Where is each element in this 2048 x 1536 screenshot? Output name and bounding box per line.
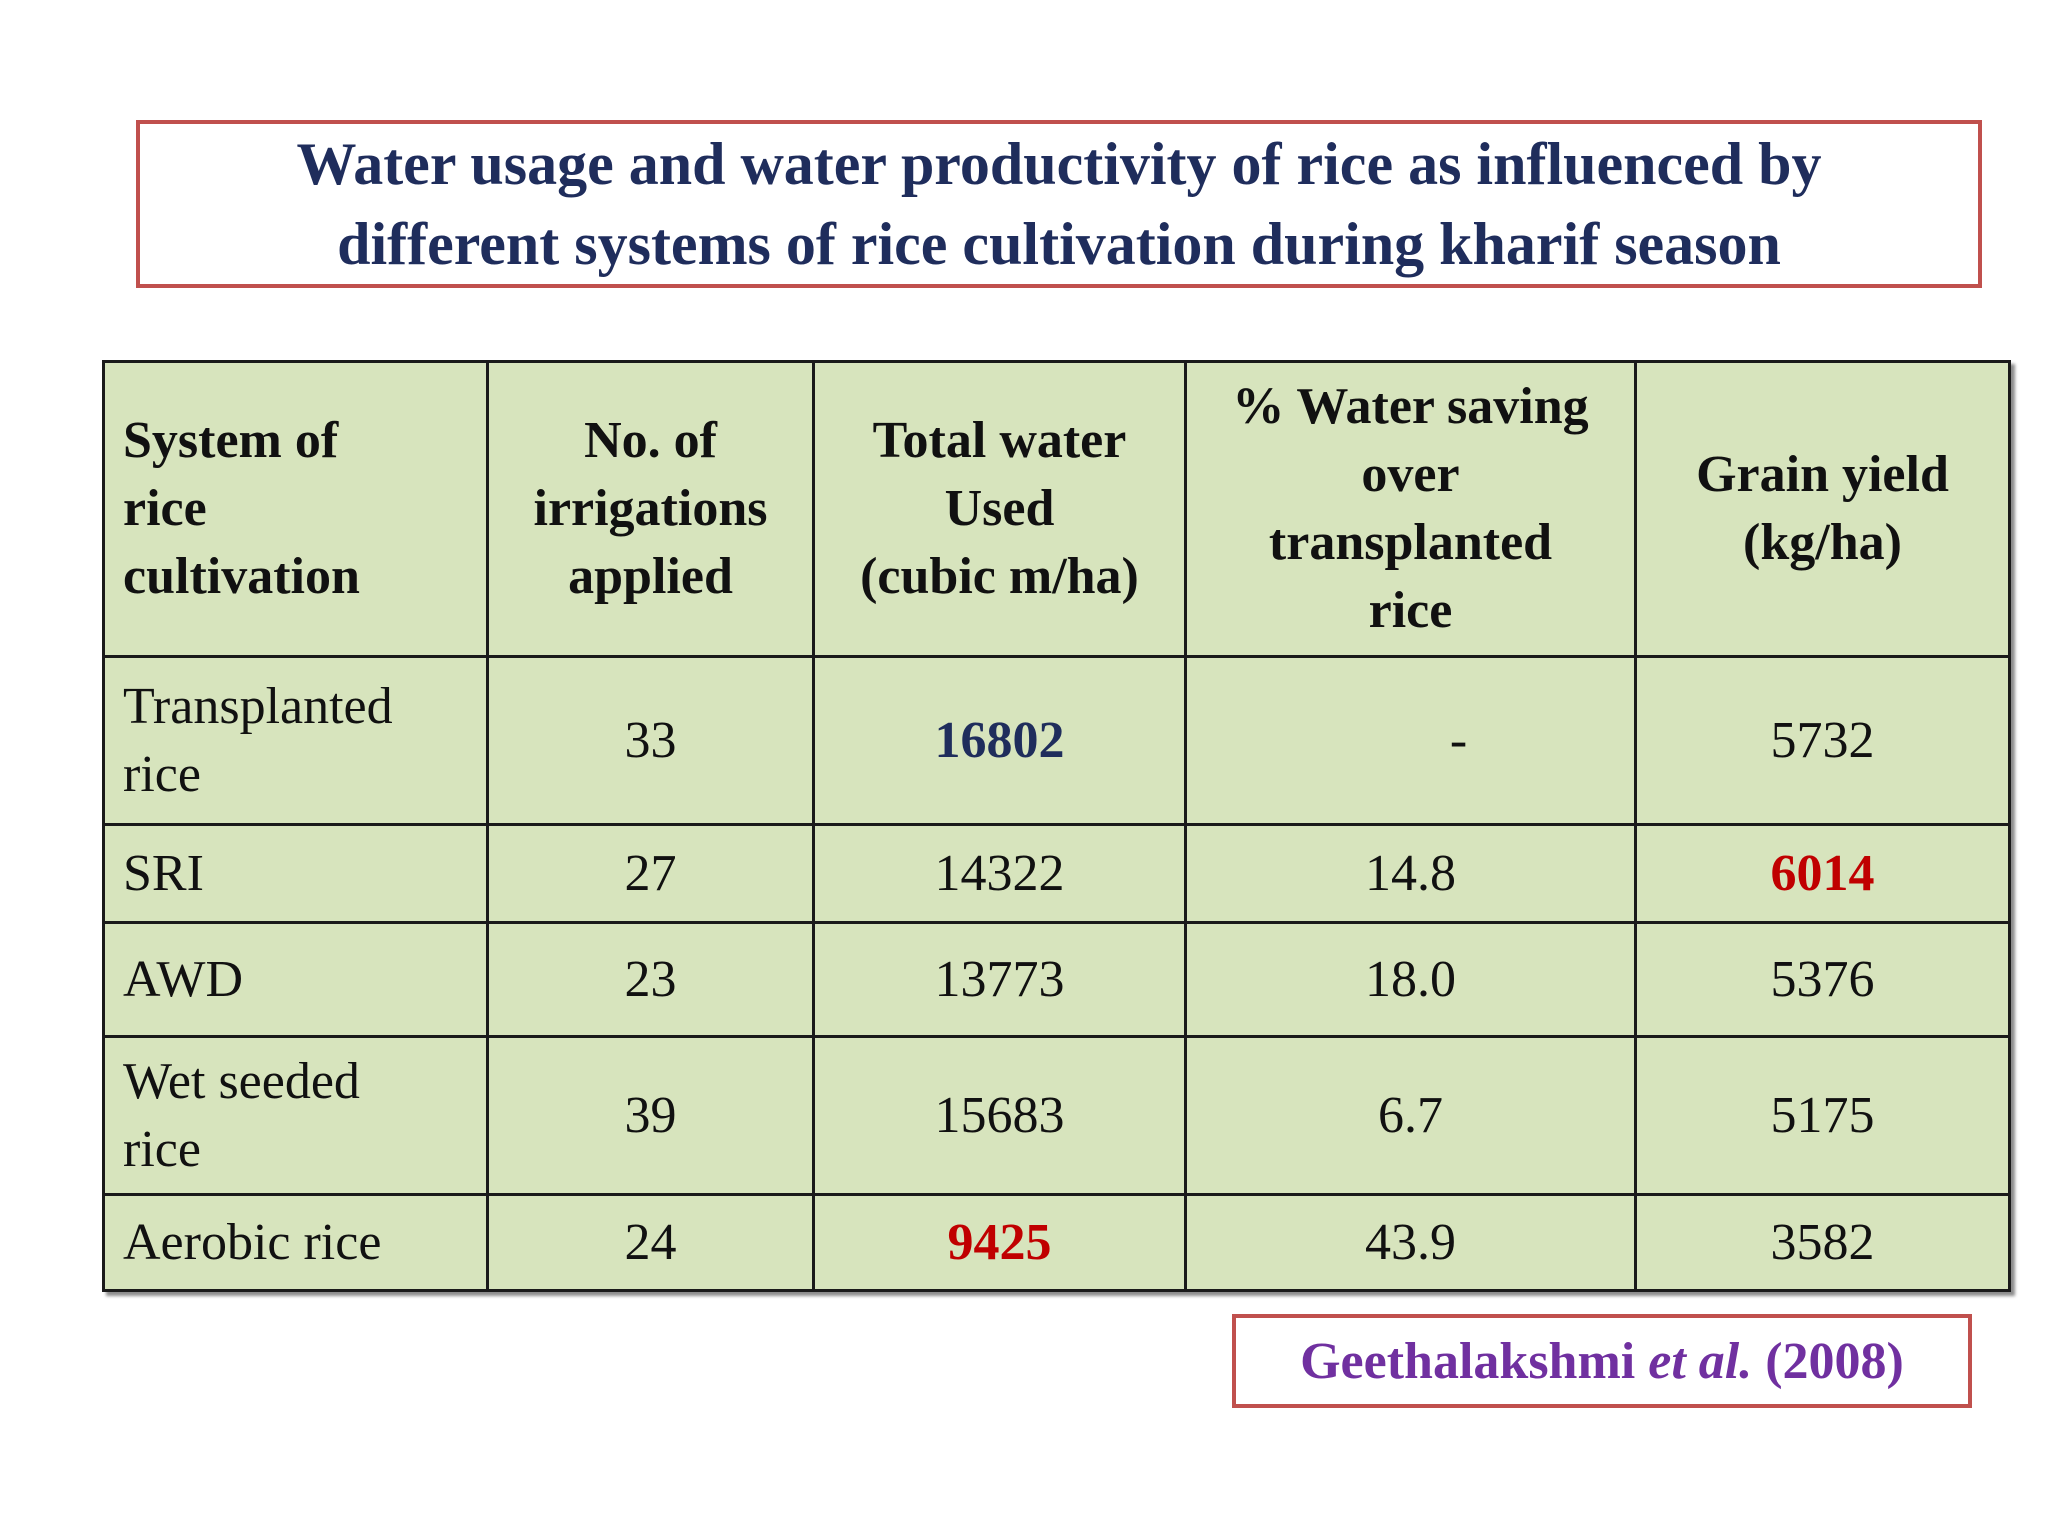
citation-author: Geethalakshmi [1300,1332,1636,1390]
header-water-saving: % Water saving over transplanted rice [1184,360,1637,658]
cell-grain-yield: 5376 [1634,921,2011,1038]
table-row: AWD 23 13773 18.0 5376 [102,921,2011,1038]
title-line-1: Water usage and water productivity of ri… [296,131,1822,197]
cell-water-saving: 43.9 [1184,1193,1637,1292]
table-header-row: System of rice cultivation No. of irriga… [102,360,2011,658]
cell-system: Wet seeded rice [102,1035,489,1196]
cell-water-saving: 18.0 [1184,921,1637,1038]
cell-total-water: 15683 [812,1035,1187,1196]
title-box: Water usage and water productivity of ri… [136,120,1982,288]
cell-total-water: 13773 [812,921,1187,1038]
cell-irrigations: 39 [486,1035,815,1196]
cell-system: Aerobic rice [102,1193,489,1292]
cell-grain-yield: 6014 [1634,823,2011,924]
title-line-2: different systems of rice cultivation du… [337,211,1781,277]
cell-grain-yield: 5175 [1634,1035,2011,1196]
header-grain-yield: Grain yield (kg/ha) [1634,360,2011,658]
header-irrigations: No. of irrigations applied [486,360,815,658]
cell-water-saving: 6.7 [1184,1035,1637,1196]
citation-box: Geethalakshmi et al. (2008) [1232,1314,1972,1408]
citation-year: (2008) [1765,1332,1904,1390]
cell-irrigations: 23 [486,921,815,1038]
cell-irrigations: 24 [486,1193,815,1292]
header-system: System of rice cultivation [102,360,489,658]
cell-system: AWD [102,921,489,1038]
cell-water-saving: 14.8 [1184,823,1637,924]
cell-total-water: 16802 [812,655,1187,826]
cell-water-saving: - [1184,655,1637,826]
cell-total-water: 14322 [812,823,1187,924]
cell-grain-yield: 3582 [1634,1193,2011,1292]
table-row: Aerobic rice 24 9425 43.9 3582 [102,1193,2011,1292]
cell-grain-yield: 5732 [1634,655,2011,826]
citation-etal: et al. [1648,1332,1753,1390]
table-row: Wet seeded rice 39 15683 6.7 5175 [102,1035,2011,1196]
table-row: Transplanted rice 33 16802 - 5732 [102,655,2011,826]
cell-irrigations: 33 [486,655,815,826]
data-table: System of rice cultivation No. of irriga… [102,360,2011,1292]
cell-system: Transplanted rice [102,655,489,826]
cell-total-water: 9425 [812,1193,1187,1292]
table-row: SRI 27 14322 14.8 6014 [102,823,2011,924]
cell-irrigations: 27 [486,823,815,924]
header-total-water: Total water Used (cubic m/ha) [812,360,1187,658]
cell-system: SRI [102,823,489,924]
